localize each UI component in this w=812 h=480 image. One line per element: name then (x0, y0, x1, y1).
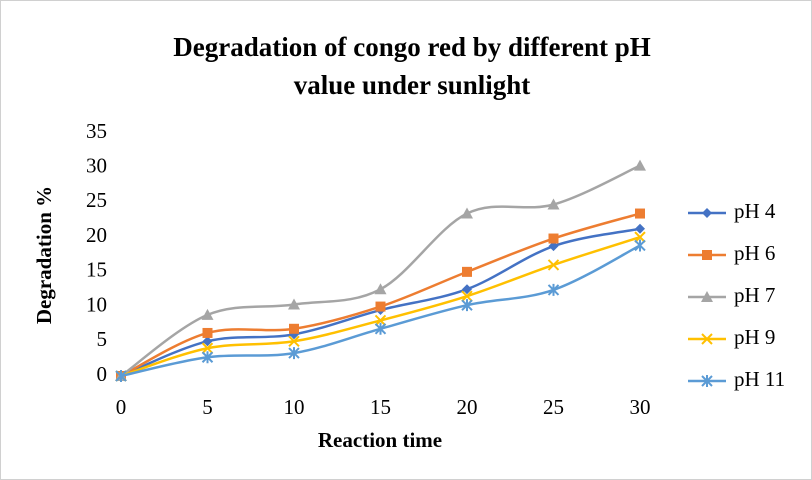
marker (374, 314, 387, 327)
y-tick-label: 35 (86, 119, 107, 143)
x-tick-label: 20 (457, 395, 478, 419)
marker (701, 333, 713, 345)
marker (547, 198, 560, 210)
marker (634, 159, 646, 171)
y-tick-label: 30 (86, 154, 107, 178)
x-axis-label: Reaction time (318, 428, 442, 452)
marker (201, 342, 214, 354)
y-tick-label: 25 (86, 188, 107, 212)
marker (202, 336, 213, 347)
marker (462, 266, 472, 277)
marker (547, 259, 560, 271)
marker (288, 347, 300, 360)
legend-label: pH 11 (734, 367, 785, 391)
x-tick-label: 0 (116, 395, 127, 419)
x-tick-label: 5 (202, 395, 213, 419)
marker (374, 283, 387, 295)
marker (635, 208, 645, 219)
x-tick-label: 25 (543, 395, 564, 419)
marker (461, 290, 473, 302)
marker (461, 299, 473, 312)
marker (288, 335, 300, 347)
marker (634, 239, 646, 252)
marker (548, 241, 559, 252)
marker (702, 208, 712, 218)
marker (634, 231, 646, 243)
y-tick-label: 0 (97, 362, 108, 386)
chart-title: value under sunlight (294, 70, 531, 100)
marker (288, 298, 300, 310)
legend-label: pH 4 (734, 199, 776, 223)
y-tick-label: 20 (86, 223, 107, 247)
marker (547, 283, 560, 296)
marker (461, 207, 473, 219)
marker (375, 301, 386, 312)
y-tick-label: 15 (86, 258, 107, 282)
marker (548, 233, 559, 244)
y-tick-label: 10 (86, 292, 107, 316)
marker (702, 250, 712, 260)
legend-label: pH 6 (734, 241, 775, 265)
marker (701, 291, 713, 302)
legend-label: pH 9 (734, 325, 775, 349)
chart-title: Degradation of congo red by different pH (173, 32, 650, 62)
legend-label: pH 7 (734, 283, 775, 307)
y-axis-label: Degradation % (32, 186, 56, 324)
marker (201, 308, 214, 320)
marker (201, 351, 214, 364)
marker (701, 375, 713, 387)
x-tick-label: 10 (284, 395, 305, 419)
y-tick-label: 5 (97, 327, 108, 351)
marker (374, 322, 387, 335)
marker (202, 327, 213, 338)
x-tick-label: 30 (630, 395, 651, 419)
marker (115, 370, 127, 382)
marker (462, 284, 472, 295)
marker (289, 323, 299, 334)
x-tick-label: 15 (370, 395, 391, 419)
marker (635, 223, 645, 234)
